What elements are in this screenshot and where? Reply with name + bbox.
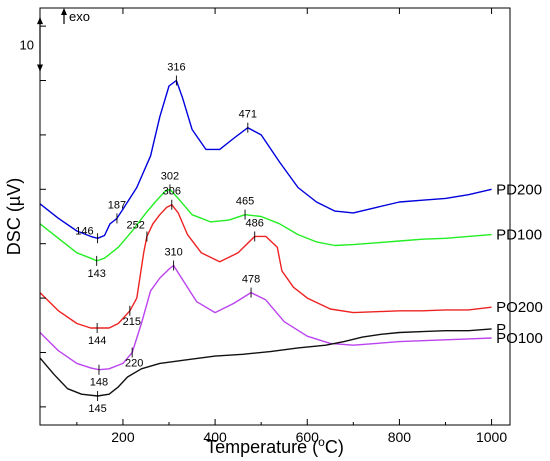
- curves-layer: [39, 79, 492, 397]
- exo-arrow-icon: [61, 8, 67, 15]
- peak-label-148: 148: [90, 377, 108, 389]
- peak-label-465: 465: [236, 196, 254, 208]
- series-label-po200: PO200: [496, 299, 543, 316]
- peak-label-146: 146: [75, 225, 93, 237]
- series-line-pd200: [39, 79, 492, 239]
- peak-label-316: 316: [167, 62, 185, 74]
- x-axis-title: Temperature (oC): [206, 435, 344, 457]
- peak-label-144: 144: [88, 335, 106, 347]
- peak-label-310: 310: [164, 246, 182, 258]
- x-tick-label-400: 400: [203, 429, 227, 445]
- x-tick-label-200: 200: [111, 429, 135, 445]
- peak-label-306: 306: [163, 186, 181, 198]
- x-tick-label-800: 800: [388, 429, 412, 445]
- peak-label-302: 302: [161, 170, 179, 182]
- series-label-po100: PO100: [496, 330, 543, 347]
- peak-label-486: 486: [246, 217, 264, 229]
- series-label-pd100: PD100: [496, 227, 542, 244]
- scale-bar-arrow-up-icon: [37, 17, 43, 25]
- exo-label: exo: [69, 9, 90, 24]
- x-axis-title-main: Temperature (: [206, 437, 318, 457]
- y-axis-title: DSC (µV): [4, 178, 24, 255]
- series-line-pd100: [39, 188, 492, 262]
- series-label-pd200: PD200: [496, 181, 542, 198]
- peak-label-187: 187: [108, 199, 126, 211]
- series-line-po200: [39, 204, 492, 329]
- scale-bar-label: 10: [20, 37, 34, 52]
- x-tick-label-1000: 1000: [476, 429, 507, 445]
- x-axis-title-unit: C): [325, 437, 344, 457]
- peak-label-252: 252: [127, 219, 145, 231]
- peak-label-220: 220: [125, 357, 143, 369]
- peak-label-143: 143: [87, 268, 105, 280]
- scale-bar-arrow-down-icon: [37, 64, 43, 72]
- x-tick-label-600: 600: [296, 429, 320, 445]
- series-label-p: P: [496, 321, 506, 338]
- series-line-p: [39, 328, 492, 397]
- series-line-po100: [39, 264, 492, 371]
- peak-label-471: 471: [239, 109, 257, 121]
- peak-label-145: 145: [88, 403, 106, 415]
- plot-frame: [39, 7, 511, 426]
- x-axis-title-degree: o: [318, 435, 325, 449]
- axes-layer: 200 400 600 800 1000 10 exo Temperature (oC) DSC…: [4, 7, 511, 457]
- peak-label-215: 215: [123, 316, 141, 328]
- peak-label-478: 478: [242, 274, 260, 286]
